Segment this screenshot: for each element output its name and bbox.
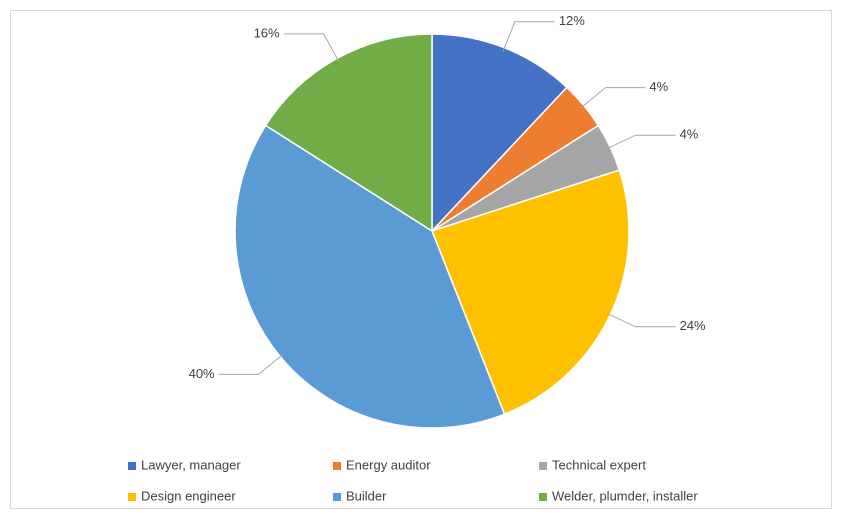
legend-label: Technical expert	[552, 457, 646, 472]
legend-swatch	[539, 493, 547, 501]
legend-label: Welder, plumder, installer	[552, 488, 698, 503]
legend-swatch	[128, 493, 136, 501]
leader-line	[606, 134, 676, 150]
leader-line	[606, 312, 676, 328]
legend-label: Builder	[346, 488, 387, 503]
leader-line	[218, 353, 284, 375]
data-label: 12%	[559, 13, 585, 28]
legend-swatch	[333, 493, 341, 501]
leader-line	[580, 87, 646, 109]
leader-line	[502, 21, 555, 52]
legend-swatch	[128, 462, 136, 470]
legend-swatch	[333, 462, 341, 470]
leader-line	[283, 33, 340, 63]
legend-label: Lawyer, manager	[141, 457, 241, 472]
data-label: 24%	[680, 318, 706, 333]
data-label: 4%	[680, 127, 699, 142]
data-label: 40%	[189, 366, 215, 381]
legend-swatch	[539, 462, 547, 470]
legend-label: Design engineer	[141, 488, 236, 503]
data-label: 16%	[254, 25, 280, 40]
data-label: 4%	[649, 79, 668, 94]
legend-label: Energy auditor	[346, 457, 431, 472]
